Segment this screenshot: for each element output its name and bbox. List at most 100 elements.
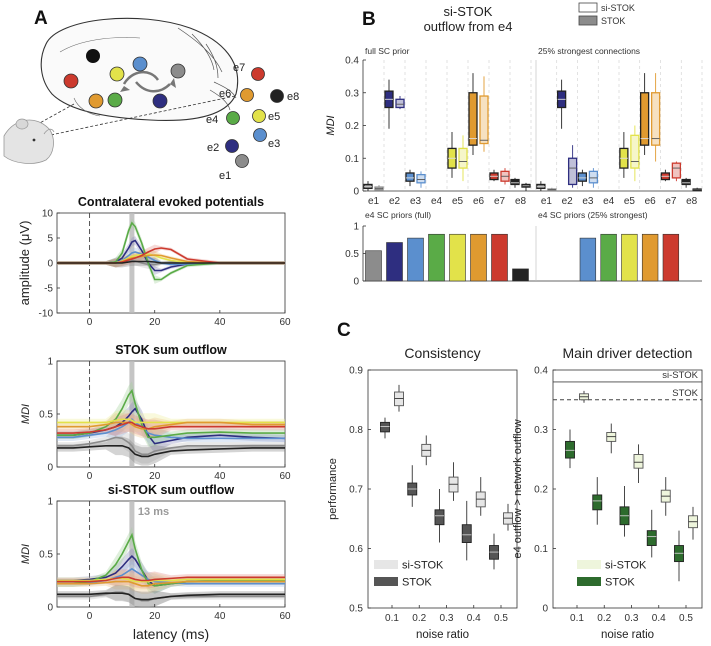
legend-sistok-swatch — [578, 2, 598, 13]
electrode-dot-e6 — [240, 88, 254, 102]
box-e3 — [588, 170, 599, 184]
series-line-e7 — [57, 576, 285, 583]
box-stok — [434, 509, 445, 526]
y-axis-label: performance — [327, 458, 339, 520]
box-e3 — [577, 172, 588, 182]
y-tick-label: 0 — [47, 463, 53, 474]
subplot-title: full SC prior — [365, 46, 410, 56]
legend-swatch-stok — [374, 577, 398, 586]
x-tick-label: 40 — [214, 317, 226, 328]
box-e2 — [395, 98, 405, 109]
plot-frame — [552, 369, 703, 609]
x-tick-label: 0.5 — [679, 613, 693, 624]
latency-marker — [129, 361, 135, 467]
x-tick-label: 20 — [149, 611, 161, 622]
arrow-left-icon — [122, 71, 160, 85]
box-stok — [461, 524, 472, 544]
y-tick-label: 0.5 — [39, 410, 53, 421]
x-tick-label: e1 — [368, 196, 380, 207]
y-tick-label: 0.2 — [534, 485, 548, 496]
legend-swatch-si-stok — [577, 560, 601, 569]
series-line-e4 — [57, 388, 285, 439]
y-tick-label: 0.3 — [534, 425, 548, 436]
box-e3 — [416, 173, 426, 184]
mouse-illustration — [3, 118, 55, 164]
series-line-e5 — [57, 577, 285, 583]
y-tick-label: 0.5 — [349, 604, 363, 615]
subplot-title: 25% strongest connections — [538, 46, 640, 56]
reference-label-si-stok: si-STOK — [662, 370, 698, 381]
electrode-label-e3: e3 — [268, 138, 280, 150]
x-tick-label: e7 — [665, 196, 677, 207]
y-tick-label: -10 — [39, 309, 54, 320]
x-tick-label: 60 — [279, 471, 291, 482]
electrode-label-e7: e7 — [233, 62, 245, 74]
chart-title: STOK sum outflow — [115, 343, 227, 357]
prior-bar-e8 — [512, 268, 529, 282]
x-tick-label: 0 — [87, 317, 93, 328]
y-tick-label: -5 — [44, 284, 53, 295]
y-tick-label: 0 — [353, 277, 359, 288]
box-stok — [646, 530, 657, 546]
electrode-dot-e3 — [253, 128, 267, 142]
prior-bar-e4 — [600, 233, 617, 282]
y-tick-label: 0.7 — [349, 485, 363, 496]
consistency-chart: Consistency 0.5 0.6 0.7 0.8 0.9 0.1 0.2 0.3 0.4 0.… — [327, 345, 518, 641]
y-tick-label: 1 — [47, 497, 53, 508]
box-e2 — [567, 157, 578, 186]
y-tick-label: 0.4 — [534, 366, 548, 377]
electrode-label-e1: e1 — [219, 170, 231, 182]
mdi-title: si-STOK — [444, 4, 493, 19]
y-tick-label: 0 — [542, 604, 548, 615]
electrode-dot-e5 — [252, 109, 266, 123]
series-line-e6 — [57, 580, 285, 587]
legend-label-stok: STOK — [402, 577, 432, 589]
bar-subplot-title: e4 SC priors (25% strongest) — [538, 210, 648, 220]
y-axis-label: MDI — [20, 544, 32, 564]
x-tick-label: e4 — [603, 196, 615, 207]
x-tick-label: e7 — [494, 196, 506, 207]
latency-marker — [129, 501, 135, 607]
prior-bar-e5 — [449, 233, 466, 282]
plot-frame — [367, 369, 518, 609]
prior-bar-e3 — [407, 237, 424, 282]
prior-bar-e2 — [386, 242, 403, 282]
series-line-e6 — [57, 421, 285, 430]
prior-bar-e3 — [579, 237, 597, 282]
reference-label-stok: STOK — [672, 388, 698, 399]
arrow-right-icon — [135, 81, 171, 93]
mdi-subtitle: outflow from e4 — [424, 19, 513, 34]
y-axis-label: e4 outflow > network outflow — [512, 419, 524, 558]
panel-letter-c: C — [337, 320, 351, 341]
y-tick-label: 0.1 — [534, 544, 548, 555]
y-tick-label: 0.8 — [349, 425, 363, 436]
legend-swatch-stok — [577, 577, 601, 586]
x-tick-label: 40 — [214, 471, 226, 482]
prior-bar-e5 — [621, 233, 638, 282]
y-tick-label: 0.4 — [345, 56, 359, 67]
chart-title: Consistency — [404, 345, 480, 361]
y-tick-label: 0.6 — [349, 544, 363, 555]
box-e6 — [639, 92, 650, 146]
series-line-e7 — [57, 421, 285, 434]
y-axis-label: amplitude (μV) — [17, 221, 32, 306]
legend-stok-label: STOK — [601, 16, 625, 26]
series-line-e8 — [57, 592, 285, 601]
legend-label-si-stok: si-STOK — [605, 560, 647, 572]
x-tick-label: e8 — [515, 196, 527, 207]
electrode-dot-e7 — [251, 67, 265, 81]
x-tick-label: 0.5 — [494, 613, 508, 624]
y-tick-label: 0.5 — [345, 249, 359, 260]
prior-bar-e4 — [428, 233, 445, 282]
prior-bar-e6 — [470, 233, 487, 282]
box-e8 — [510, 178, 520, 186]
x-tick-label: e1 — [541, 196, 553, 207]
box-e6 — [650, 92, 661, 146]
x-tick-label: 40 — [214, 611, 226, 622]
x-tick-label: 20 — [149, 471, 161, 482]
x-tick-label: 0.4 — [652, 613, 666, 624]
x-tick-label: e3 — [410, 196, 422, 207]
series-line-e8 — [57, 444, 285, 458]
